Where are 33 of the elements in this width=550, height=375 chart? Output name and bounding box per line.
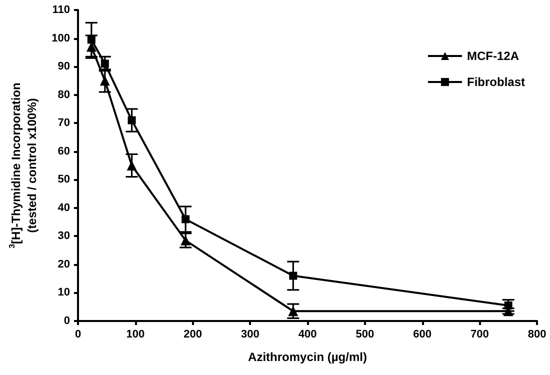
y-tick-label: 70 [58,117,70,130]
legend-label: Fibroblast [467,75,526,89]
point [289,272,298,280]
y-tick-label: 40 [58,202,70,214]
y-tick-label: 80 [58,88,70,101]
y-tick-label: 110 [52,4,70,16]
x-tick-label: 500 [356,328,374,340]
x-tick-label: 600 [413,328,432,340]
x-tick-label: 300 [240,328,260,340]
y-tick-label: 60 [58,145,70,158]
point [288,306,298,316]
y-tick-label: 0 [64,315,70,327]
point [100,76,110,86]
y-tick-label: 90 [58,60,70,73]
y-tick-label: 20 [58,258,70,270]
y-tick-label: 10 [58,286,70,299]
y-tick-label: 100 [52,32,70,44]
y-tick-label: 30 [58,230,70,242]
x-tick-label: 700 [470,328,489,340]
x-tick-label: 400 [298,328,317,340]
point [100,60,109,68]
point [128,116,136,124]
legend-label: MCF-12A [467,49,520,63]
x-axis-title: Azithromycin (µg/ml) [248,350,367,364]
y-tick-label: 50 [58,174,70,186]
x-tick-label: 0 [74,328,82,340]
point [182,215,190,224]
x-tick-label: 200 [184,328,202,340]
x-tick-label: 100 [126,328,145,340]
y-axis-title: 3[H]-Thymidine Incorporation (tested / control x100%) [8,82,39,248]
point [87,36,96,44]
point [126,160,137,170]
x-tick-label: 800 [528,328,546,340]
